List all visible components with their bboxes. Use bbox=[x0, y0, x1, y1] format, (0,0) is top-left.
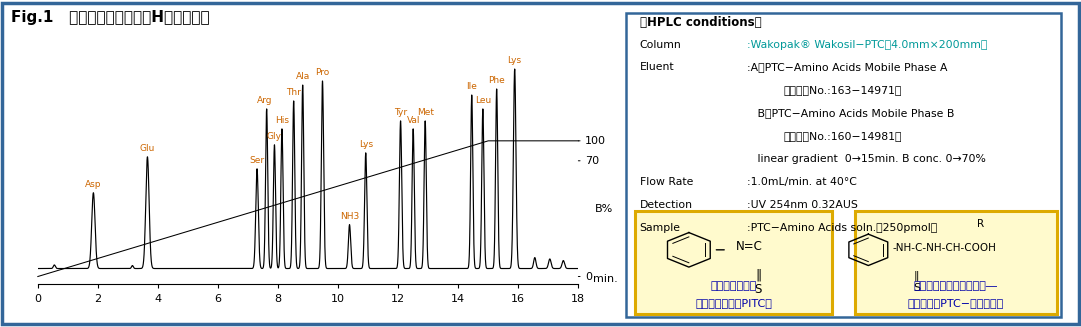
Text: N=C: N=C bbox=[736, 240, 763, 253]
Text: S: S bbox=[755, 283, 762, 296]
Text: Thr: Thr bbox=[286, 88, 302, 97]
Text: :Wakopak® Wakosil−PTC（4.0mm×200mm）: :Wakopak® Wakosil−PTC（4.0mm×200mm） bbox=[747, 40, 988, 49]
Text: オシアナート（PITC）: オシアナート（PITC） bbox=[695, 298, 772, 308]
Text: :PTC−Amino Acids soln.（250pmol）: :PTC−Amino Acids soln.（250pmol） bbox=[747, 223, 937, 233]
Text: B%: B% bbox=[595, 204, 613, 214]
Text: 100: 100 bbox=[585, 136, 606, 146]
Text: -NH-C-NH-CH-COOH: -NH-C-NH-CH-COOH bbox=[893, 243, 997, 253]
Text: linear gradient  0→15min. B conc. 0→70%: linear gradient 0→15min. B conc. 0→70% bbox=[747, 154, 986, 164]
Text: B）PTC−Amino Acids Mobile Phase B: B）PTC−Amino Acids Mobile Phase B bbox=[747, 108, 955, 118]
Text: Asp: Asp bbox=[85, 180, 102, 189]
Text: Eluent: Eluent bbox=[640, 62, 675, 72]
Text: Leu: Leu bbox=[475, 96, 491, 105]
Text: ‖: ‖ bbox=[756, 269, 761, 282]
Text: Detection: Detection bbox=[640, 200, 693, 210]
Text: ‖: ‖ bbox=[913, 270, 919, 281]
Text: min.: min. bbox=[593, 274, 618, 284]
Text: Sample: Sample bbox=[640, 223, 681, 233]
Text: His: His bbox=[275, 116, 289, 125]
Text: Val: Val bbox=[406, 116, 419, 125]
Text: Arg: Arg bbox=[257, 96, 272, 105]
FancyBboxPatch shape bbox=[855, 211, 1057, 314]
Text: Met: Met bbox=[416, 108, 433, 117]
Text: Phe: Phe bbox=[489, 76, 505, 85]
Text: フェニルチオカルバミン―: フェニルチオカルバミン― bbox=[913, 281, 998, 291]
Text: Fig.1   アミノ酸混合標準液H型の分析例: Fig.1 アミノ酸混合標準液H型の分析例 bbox=[11, 10, 210, 25]
Text: Flow Rate: Flow Rate bbox=[640, 177, 693, 187]
Text: NH3: NH3 bbox=[339, 212, 359, 221]
Text: Pro: Pro bbox=[316, 68, 330, 77]
FancyBboxPatch shape bbox=[635, 211, 832, 314]
Text: Lys: Lys bbox=[508, 56, 522, 65]
Text: 0: 0 bbox=[585, 271, 592, 282]
Text: Gly: Gly bbox=[267, 132, 282, 141]
Text: 【HPLC conditions】: 【HPLC conditions】 bbox=[640, 16, 761, 29]
Text: Ile: Ile bbox=[466, 82, 477, 91]
Text: Ala: Ala bbox=[295, 72, 310, 81]
Text: :UV 254nm 0.32AUS: :UV 254nm 0.32AUS bbox=[747, 200, 858, 210]
Text: Column: Column bbox=[640, 40, 681, 49]
Text: （コードNo.:163−14971）: （コードNo.:163−14971） bbox=[783, 85, 902, 95]
Text: Glu: Glu bbox=[139, 144, 156, 153]
Text: S: S bbox=[912, 283, 920, 293]
Text: （コードNo.:160−14981）: （コードNo.:160−14981） bbox=[783, 131, 902, 141]
Text: Lys: Lys bbox=[359, 140, 373, 149]
Text: :A）PTC−Amino Acids Mobile Phase A: :A）PTC−Amino Acids Mobile Phase A bbox=[747, 62, 948, 72]
Text: Tyr: Tyr bbox=[393, 108, 408, 117]
Text: Ser: Ser bbox=[250, 156, 265, 165]
FancyBboxPatch shape bbox=[626, 13, 1062, 317]
Text: フェニルイソチ: フェニルイソチ bbox=[710, 281, 757, 291]
Text: :1.0mL/min. at 40°C: :1.0mL/min. at 40°C bbox=[747, 177, 857, 187]
Text: 70: 70 bbox=[585, 156, 599, 166]
Text: R: R bbox=[977, 219, 984, 230]
Text: アミノ酸（PTC−アミノ酸）: アミノ酸（PTC−アミノ酸） bbox=[908, 298, 1004, 308]
